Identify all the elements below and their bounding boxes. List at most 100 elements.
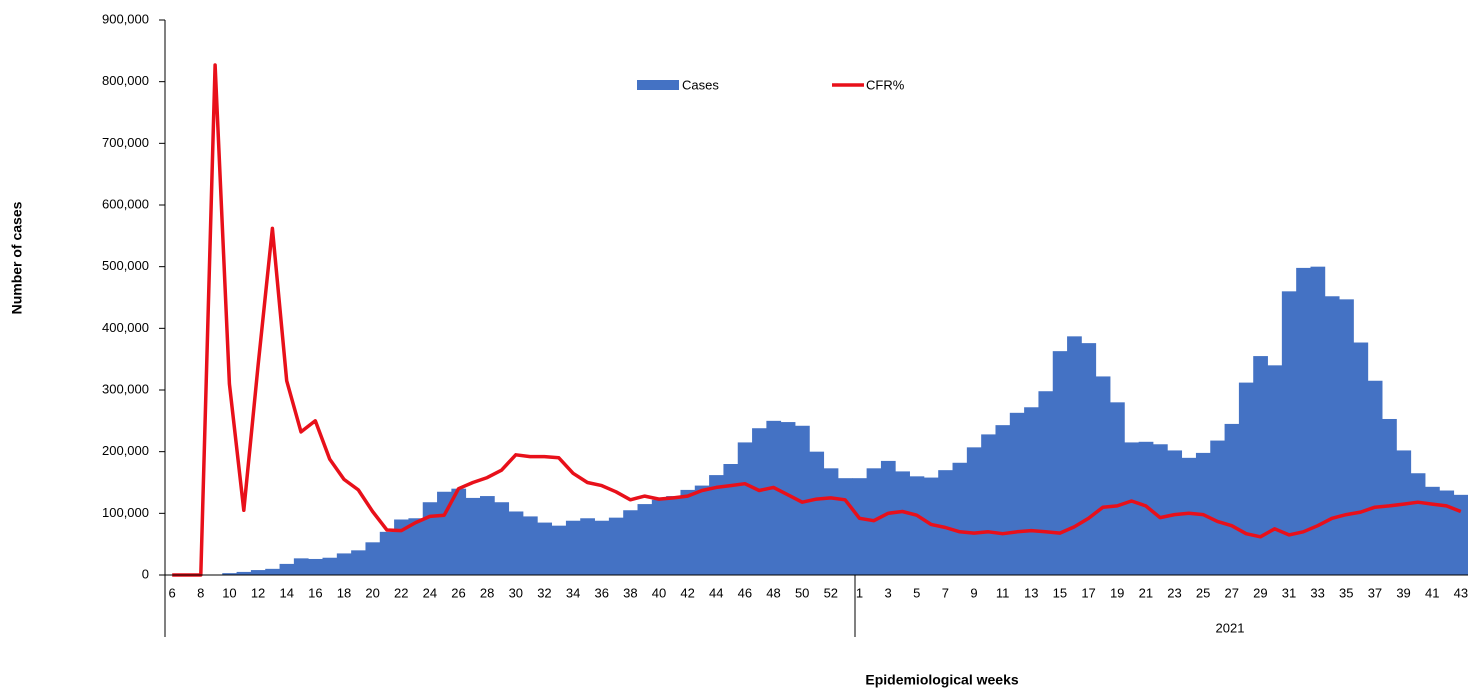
bar — [1167, 450, 1183, 575]
x-tick-label: 15 — [1053, 585, 1067, 600]
bar — [623, 510, 638, 575]
bar — [1382, 418, 1397, 575]
bar — [1281, 291, 1297, 575]
y-tick-label: 300,000 — [102, 381, 149, 396]
x-tick-label: 16 — [308, 585, 322, 600]
x-tick-label: 41 — [1425, 585, 1439, 600]
bar — [565, 520, 581, 575]
x-tick-label: 9 — [970, 585, 977, 600]
legend-label: CFR% — [866, 77, 905, 92]
y-tick-label: 100,000 — [102, 505, 149, 520]
bar — [1009, 412, 1025, 575]
bar — [952, 462, 968, 575]
bar — [351, 550, 366, 575]
x-tick-label: 50 — [795, 585, 809, 600]
bar — [322, 557, 338, 575]
bar — [1052, 351, 1068, 575]
bar — [651, 499, 667, 575]
bar — [293, 558, 309, 575]
bar — [480, 496, 495, 575]
bar — [1038, 391, 1054, 575]
bar — [551, 525, 567, 575]
bar — [1181, 457, 1197, 575]
x-tick-label: 21 — [1139, 585, 1153, 600]
bar — [422, 502, 438, 575]
bar — [1224, 423, 1240, 575]
bar — [336, 553, 352, 575]
bar — [451, 488, 467, 575]
bar — [837, 478, 853, 575]
bar — [365, 542, 381, 575]
x-tick-label: 11 — [996, 585, 1010, 600]
bar — [379, 531, 395, 575]
x-tick-label: 34 — [566, 585, 580, 600]
bar — [694, 485, 710, 575]
x-tick-label: 33 — [1310, 585, 1324, 600]
x-axis-title: Epidemiological weeks — [865, 672, 1018, 688]
x-tick-label: 40 — [652, 585, 666, 600]
bar — [637, 504, 653, 575]
bar — [250, 570, 266, 575]
y-tick-label: 600,000 — [102, 196, 149, 211]
bar — [895, 471, 910, 575]
bar — [1081, 343, 1097, 575]
bar — [1339, 299, 1354, 575]
x-tick-label: 37 — [1368, 585, 1382, 600]
x-tick-label: 43 — [1454, 585, 1468, 600]
x-tick-label: 19 — [1110, 585, 1124, 600]
bar — [594, 520, 610, 575]
y-tick-label: 700,000 — [102, 135, 149, 150]
x-tick-label: 14 — [279, 585, 293, 600]
x-tick-label: 12 — [251, 585, 265, 600]
bar — [580, 518, 595, 575]
x-tick-label: 17 — [1081, 585, 1095, 600]
bar — [408, 518, 424, 575]
x-tick-label: 36 — [594, 585, 608, 600]
bar — [1152, 444, 1168, 575]
bar — [1324, 296, 1340, 575]
x-tick-label: 25 — [1196, 585, 1210, 600]
bar — [1267, 365, 1283, 575]
x-tick-label: 13 — [1024, 585, 1038, 600]
x-tick-label: 18 — [337, 585, 351, 600]
x-tick-label: 38 — [623, 585, 637, 600]
x-tick-label: 24 — [423, 585, 437, 600]
x-tick-label: 22 — [394, 585, 408, 600]
bar — [494, 502, 510, 575]
bar — [1238, 382, 1254, 575]
legend-swatch — [637, 80, 679, 90]
bar — [1210, 440, 1225, 575]
x-tick-label: 30 — [509, 585, 523, 600]
x-tick-label: 1 — [856, 585, 863, 600]
bar — [1367, 380, 1383, 575]
x-tick-label: 23 — [1167, 585, 1181, 600]
x-tick-label: 42 — [680, 585, 694, 600]
x-tick-label: 52 — [824, 585, 838, 600]
bar — [522, 516, 538, 575]
bar — [1138, 441, 1154, 575]
y-tick-label: 500,000 — [102, 258, 149, 273]
bar — [966, 447, 982, 575]
bar — [236, 571, 252, 575]
bar — [437, 491, 452, 575]
bar — [709, 475, 724, 575]
bar — [537, 522, 553, 575]
x-tick-label: 7 — [942, 585, 949, 600]
line — [172, 63, 1462, 577]
x-tick-label: 5 — [913, 585, 920, 600]
bar — [508, 511, 524, 575]
bar — [923, 477, 939, 575]
y-tick-label: 200,000 — [102, 443, 149, 458]
bar — [737, 442, 753, 575]
bar — [1253, 356, 1268, 575]
bar — [1095, 376, 1111, 575]
bar — [1310, 266, 1326, 575]
x-tick-label: 26 — [451, 585, 465, 600]
x-tick-label: 44 — [709, 585, 723, 600]
bar — [680, 489, 696, 575]
bar — [1067, 336, 1082, 575]
bar — [880, 460, 896, 575]
bar — [981, 434, 996, 575]
x-tick-label: 29 — [1253, 585, 1267, 600]
